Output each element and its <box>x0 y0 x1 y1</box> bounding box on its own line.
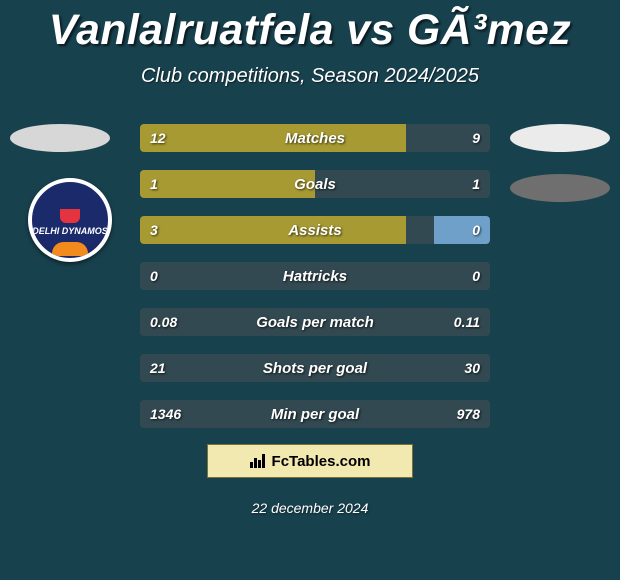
infographic-canvas: Vanlalruatfela vs GÃ³mez Club competitio… <box>0 0 620 580</box>
badge-mask-icon <box>60 209 80 223</box>
stat-row: 129Matches <box>140 124 490 152</box>
bar-fill-left <box>140 124 406 152</box>
player-right-markers <box>500 124 620 202</box>
bar-base <box>140 400 490 428</box>
club-badge: DELHI DYNAMOS <box>28 178 112 262</box>
badge-flame-icon <box>52 242 88 256</box>
stat-row: 2130Shots per goal <box>140 354 490 382</box>
title: Vanlalruatfela vs GÃ³mez <box>0 0 620 55</box>
bar-fill-left <box>140 216 406 244</box>
fctables-icon <box>250 454 268 468</box>
stat-row: 11Goals <box>140 170 490 198</box>
bar-base <box>140 308 490 336</box>
bar-base <box>140 262 490 290</box>
stat-row: 00Hattricks <box>140 262 490 290</box>
stat-row: 0.080.11Goals per match <box>140 308 490 336</box>
bar-base <box>140 354 490 382</box>
attribution-box: FcTables.com <box>207 444 413 478</box>
player-right-ellipse-bottom <box>510 174 610 202</box>
attribution-text: FcTables.com <box>272 453 371 470</box>
date-line: 22 december 2024 <box>0 500 620 516</box>
badge-text: DELHI DYNAMOS <box>32 227 108 236</box>
player-left-ellipse <box>10 124 110 152</box>
comparison-bars: 129Matches 11Goals 30Assists 00Hattricks 0.0… <box>140 124 490 446</box>
stat-row: 1346978Min per goal <box>140 400 490 428</box>
bar-fill-right <box>434 216 490 244</box>
player-left-markers <box>0 124 120 152</box>
bar-fill-left <box>140 170 315 198</box>
subtitle: Club competitions, Season 2024/2025 <box>0 65 620 88</box>
player-right-ellipse-top <box>510 124 610 152</box>
player-left-badge: DELHI DYNAMOS <box>28 178 112 262</box>
stat-row: 30Assists <box>140 216 490 244</box>
